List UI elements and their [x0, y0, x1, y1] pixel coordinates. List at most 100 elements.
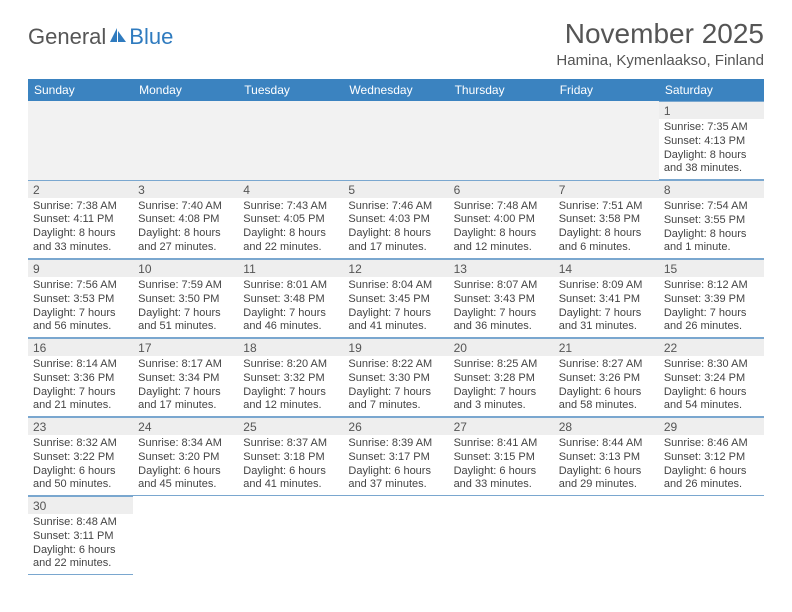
day-details: Sunrise: 7:46 AMSunset: 4:03 PMDaylight:… [343, 198, 448, 258]
day-detail-line: Daylight: 7 hours [348, 386, 443, 400]
day-detail-line: and 50 minutes. [33, 478, 128, 492]
day-detail-line: Sunset: 4:08 PM [138, 213, 233, 227]
calendar-day-cell: 4Sunrise: 7:43 AMSunset: 4:05 PMDaylight… [238, 180, 343, 259]
day-detail-line: and 26 minutes. [664, 478, 759, 492]
day-detail-line: Sunset: 3:39 PM [664, 293, 759, 307]
day-detail-line: Sunrise: 8:44 AM [559, 437, 654, 451]
day-details: Sunrise: 7:59 AMSunset: 3:50 PMDaylight:… [133, 277, 238, 337]
calendar-day-cell [554, 101, 659, 180]
calendar-day-cell: 2Sunrise: 7:38 AMSunset: 4:11 PMDaylight… [28, 180, 133, 259]
weekday-header: Saturday [659, 79, 764, 101]
day-detail-line: Sunset: 3:20 PM [138, 451, 233, 465]
day-detail-line: Sunset: 3:41 PM [559, 293, 654, 307]
calendar-week-row: 2Sunrise: 7:38 AMSunset: 4:11 PMDaylight… [28, 180, 764, 259]
day-detail-line: Sunset: 4:03 PM [348, 213, 443, 227]
day-detail-line: Daylight: 6 hours [454, 465, 549, 479]
weekday-header: Monday [133, 79, 238, 101]
day-detail-line: and 46 minutes. [243, 320, 338, 334]
day-detail-line: Daylight: 7 hours [243, 307, 338, 321]
calendar-week-row: 16Sunrise: 8:14 AMSunset: 3:36 PMDayligh… [28, 338, 764, 417]
day-detail-line: and 45 minutes. [138, 478, 233, 492]
calendar-day-cell [554, 496, 659, 575]
day-details: Sunrise: 7:51 AMSunset: 3:58 PMDaylight:… [554, 198, 659, 258]
day-detail-line: Daylight: 6 hours [559, 386, 654, 400]
day-detail-line: Sunrise: 8:37 AM [243, 437, 338, 451]
calendar-week-row: 30Sunrise: 8:48 AMSunset: 3:11 PMDayligh… [28, 496, 764, 575]
day-detail-line: Daylight: 7 hours [664, 307, 759, 321]
weekday-header: Tuesday [238, 79, 343, 101]
calendar-day-cell: 29Sunrise: 8:46 AMSunset: 3:12 PMDayligh… [659, 417, 764, 496]
calendar-body: 1Sunrise: 7:35 AMSunset: 4:13 PMDaylight… [28, 101, 764, 575]
day-number: 14 [554, 259, 659, 277]
day-detail-line: Sunrise: 7:35 AM [664, 121, 759, 135]
day-detail-line: Daylight: 8 hours [138, 227, 233, 241]
day-detail-line: and 56 minutes. [33, 320, 128, 334]
calendar-day-cell: 30Sunrise: 8:48 AMSunset: 3:11 PMDayligh… [28, 496, 133, 575]
day-detail-line: Daylight: 8 hours [33, 227, 128, 241]
day-detail-line: Sunset: 3:18 PM [243, 451, 338, 465]
calendar-day-cell: 24Sunrise: 8:34 AMSunset: 3:20 PMDayligh… [133, 417, 238, 496]
day-detail-line: Sunrise: 8:30 AM [664, 358, 759, 372]
day-details: Sunrise: 8:25 AMSunset: 3:28 PMDaylight:… [449, 356, 554, 416]
day-detail-line: Sunset: 3:32 PM [243, 372, 338, 386]
day-detail-line: Daylight: 6 hours [664, 386, 759, 400]
day-detail-line: Sunset: 4:13 PM [664, 135, 759, 149]
day-details: Sunrise: 8:39 AMSunset: 3:17 PMDaylight:… [343, 435, 448, 495]
calendar-day-cell [449, 101, 554, 180]
day-number: 26 [343, 417, 448, 435]
location-subtitle: Hamina, Kymenlaakso, Finland [556, 52, 764, 69]
day-number: 11 [238, 259, 343, 277]
day-detail-line: and 58 minutes. [559, 399, 654, 413]
day-detail-line: Sunset: 3:45 PM [348, 293, 443, 307]
day-number: 24 [133, 417, 238, 435]
day-number: 12 [343, 259, 448, 277]
calendar-day-cell: 11Sunrise: 8:01 AMSunset: 3:48 PMDayligh… [238, 259, 343, 338]
day-detail-line: and 22 minutes. [33, 557, 128, 571]
day-number: 5 [343, 180, 448, 198]
day-detail-line: and 17 minutes. [348, 241, 443, 255]
calendar-day-cell [238, 101, 343, 180]
day-detail-line: Daylight: 7 hours [559, 307, 654, 321]
day-details: Sunrise: 8:32 AMSunset: 3:22 PMDaylight:… [28, 435, 133, 495]
day-detail-line: Sunrise: 8:46 AM [664, 437, 759, 451]
day-detail-line: Sunset: 3:13 PM [559, 451, 654, 465]
day-number: 13 [449, 259, 554, 277]
calendar-week-row: 1Sunrise: 7:35 AMSunset: 4:13 PMDaylight… [28, 101, 764, 180]
day-detail-line: Daylight: 8 hours [664, 149, 759, 163]
day-detail-line: Sunrise: 7:43 AM [243, 200, 338, 214]
day-detail-line: Daylight: 7 hours [138, 307, 233, 321]
day-detail-line: and 33 minutes. [454, 478, 549, 492]
day-detail-line: and 54 minutes. [664, 399, 759, 413]
day-details: Sunrise: 7:48 AMSunset: 4:00 PMDaylight:… [449, 198, 554, 258]
day-detail-line: and 26 minutes. [664, 320, 759, 334]
day-detail-line: and 1 minute. [664, 241, 759, 255]
day-details: Sunrise: 8:22 AMSunset: 3:30 PMDaylight:… [343, 356, 448, 416]
brand-part2: Blue [129, 24, 173, 50]
page-header: General Blue November 2025 Hamina, Kymenl… [28, 18, 764, 69]
day-detail-line: Sunrise: 8:27 AM [559, 358, 654, 372]
day-detail-line: Sunset: 3:28 PM [454, 372, 549, 386]
day-detail-line: Sunset: 3:30 PM [348, 372, 443, 386]
day-detail-line: and 38 minutes. [664, 162, 759, 176]
calendar-week-row: 9Sunrise: 7:56 AMSunset: 3:53 PMDaylight… [28, 259, 764, 338]
day-details: Sunrise: 8:01 AMSunset: 3:48 PMDaylight:… [238, 277, 343, 337]
day-detail-line: Daylight: 6 hours [664, 465, 759, 479]
day-detail-line: Sunset: 3:11 PM [33, 530, 128, 544]
calendar-day-cell: 27Sunrise: 8:41 AMSunset: 3:15 PMDayligh… [449, 417, 554, 496]
day-detail-line: Sunset: 3:53 PM [33, 293, 128, 307]
day-number: 8 [659, 180, 764, 198]
day-detail-line: Sunset: 3:22 PM [33, 451, 128, 465]
calendar-table: Sunday Monday Tuesday Wednesday Thursday… [28, 79, 764, 575]
day-details: Sunrise: 8:46 AMSunset: 3:12 PMDaylight:… [659, 435, 764, 495]
day-detail-line: Daylight: 7 hours [454, 307, 549, 321]
calendar-day-cell: 7Sunrise: 7:51 AMSunset: 3:58 PMDaylight… [554, 180, 659, 259]
day-detail-line: and 21 minutes. [33, 399, 128, 413]
brand-part1: General [28, 24, 106, 50]
calendar-day-cell: 9Sunrise: 7:56 AMSunset: 3:53 PMDaylight… [28, 259, 133, 338]
day-number: 25 [238, 417, 343, 435]
day-detail-line: and 33 minutes. [33, 241, 128, 255]
calendar-day-cell [343, 101, 448, 180]
day-detail-line: Sunrise: 7:48 AM [454, 200, 549, 214]
day-number: 9 [28, 259, 133, 277]
month-title: November 2025 [556, 18, 764, 50]
